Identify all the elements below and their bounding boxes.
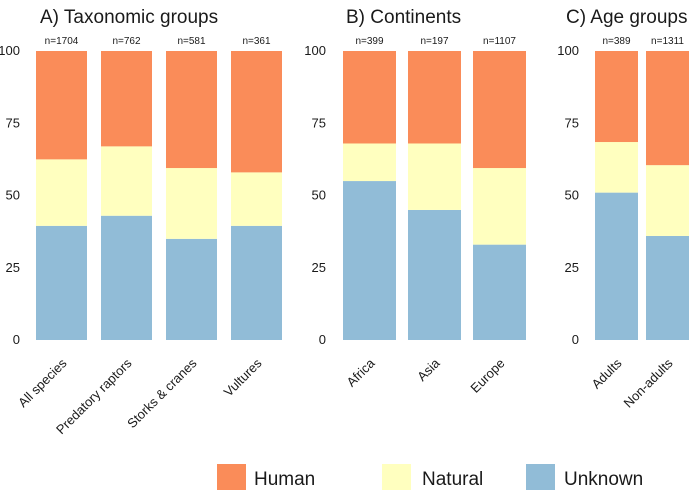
legend-label-natural: Natural (422, 469, 483, 490)
y-tick-label: 75 (565, 115, 579, 130)
y-tick-label: 0 (572, 332, 579, 347)
bar-segment-unknown (646, 235, 689, 340)
y-tick-label: 0 (13, 332, 20, 347)
bar-segment-human (36, 51, 87, 160)
bar-segment-unknown (166, 238, 217, 340)
bar-segment-unknown (343, 181, 396, 340)
bar-segment-natural (646, 165, 689, 236)
bar-segment-human (231, 51, 282, 173)
bar-segment-unknown (408, 209, 461, 340)
bar-segment-human (408, 51, 461, 144)
y-tick-label: 75 (312, 115, 326, 130)
x-tick-label-non-adults: Non-adults (621, 355, 676, 410)
bar-segment-unknown (231, 225, 282, 340)
legend-swatch-human (217, 464, 246, 493)
bar-segment-natural (231, 172, 282, 226)
legend-label-unknown: Unknown (564, 469, 643, 490)
bar-segment-unknown (473, 244, 526, 340)
sample-size-label: n=1107 (483, 36, 516, 47)
sample-size-label: n=197 (420, 36, 449, 47)
sample-size-label: n=1704 (45, 36, 79, 47)
y-tick-label: 0 (319, 332, 326, 347)
bar-segment-unknown (101, 215, 152, 340)
sample-size-label: n=762 (112, 36, 141, 47)
bar-segment-natural (473, 168, 526, 245)
bar-segment-human (166, 51, 217, 169)
sample-size-label: n=581 (177, 36, 206, 47)
y-tick-label: 25 (6, 260, 20, 275)
sample-size-label: n=1311 (651, 36, 684, 47)
bar-segment-unknown (36, 225, 87, 340)
bar-segment-natural (101, 146, 152, 216)
bar-segment-natural (595, 142, 638, 193)
y-tick-label: 100 (0, 43, 20, 58)
y-tick-label: 75 (6, 115, 20, 130)
bar-segment-unknown (595, 192, 638, 340)
bar-segment-human (595, 51, 638, 143)
x-tick-label-africa: Africa (344, 355, 379, 390)
bar-segment-human (646, 51, 689, 166)
y-tick-label: 25 (312, 260, 326, 275)
bar-segment-natural (166, 168, 217, 239)
bar-segment-natural (343, 143, 396, 182)
bar-segment-human (473, 51, 526, 169)
legend-swatch-natural (382, 464, 411, 493)
sample-size-label: n=389 (602, 36, 631, 47)
sample-size-label: n=361 (242, 36, 271, 47)
panel-title: C) Age groups (566, 7, 687, 28)
bar-segment-natural (408, 143, 461, 210)
x-tick-label-europe: Europe (467, 356, 507, 396)
x-tick-label-all-species: All species (15, 355, 70, 410)
bar-segment-human (101, 51, 152, 147)
bar-segment-human (343, 51, 396, 144)
x-tick-label-adults: Adults (588, 355, 625, 392)
y-tick-label: 25 (565, 260, 579, 275)
panel-title: B) Continents (346, 7, 461, 28)
y-tick-label: 100 (304, 43, 326, 58)
y-tick-label: 50 (565, 188, 579, 203)
x-tick-label-storks-cranes: Storks & cranes (124, 355, 200, 431)
legend-label-human: Human (254, 469, 315, 490)
y-tick-label: 100 (557, 43, 579, 58)
x-tick-label-asia: Asia (414, 355, 443, 384)
legend-swatch-unknown (526, 464, 555, 493)
sample-size-label: n=399 (355, 36, 384, 47)
bar-segment-natural (36, 159, 87, 226)
panel-title: A) Taxonomic groups (40, 7, 218, 28)
y-tick-label: 50 (6, 188, 20, 203)
y-tick-label: 50 (312, 188, 326, 203)
x-tick-label-vultures: Vultures (221, 355, 265, 399)
